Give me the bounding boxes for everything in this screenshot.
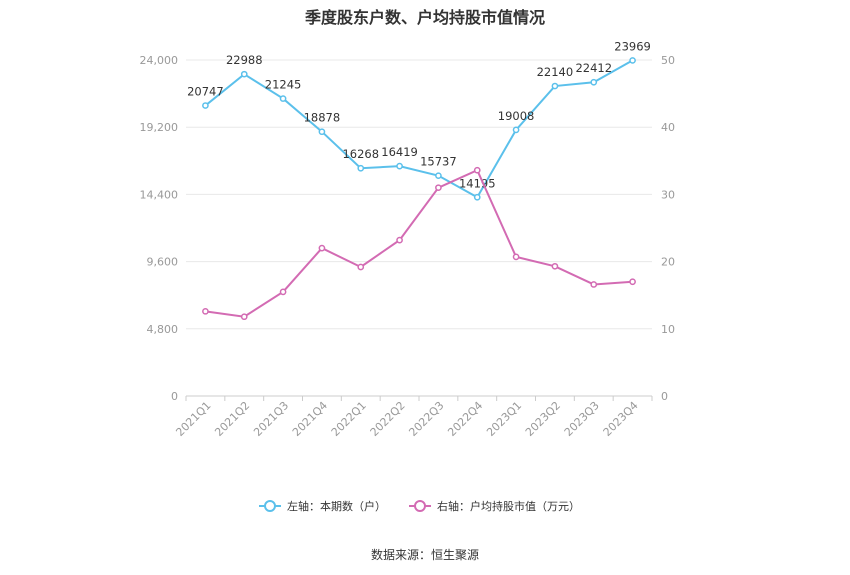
data-label: 22988: [226, 53, 263, 67]
chart-title: 季度股东户数、户均持股市值情况: [304, 8, 545, 27]
x-axis-tick-label: 2022Q4: [445, 399, 485, 439]
data-label: 16419: [381, 145, 418, 159]
left-series-point: [551, 82, 559, 90]
left-axis-tick-label: 0: [171, 390, 178, 403]
left-series-point: [435, 172, 442, 180]
x-axis-tick-label: 2021Q3: [251, 399, 291, 439]
left-series-line: [204, 59, 634, 199]
left-series-point: [202, 102, 209, 109]
data-label: 14195: [459, 176, 496, 190]
right-series-point: [629, 278, 636, 286]
left-axis-tick-label: 4,800: [147, 323, 179, 336]
right-axis-tick-label: 10: [661, 323, 675, 336]
data-label: 20747: [187, 85, 224, 99]
x-axis-tick-label: 2023Q3: [562, 399, 602, 439]
x-axis-tick-label: 2023Q2: [523, 399, 563, 439]
x-axis-tick-label: 2022Q1: [329, 399, 369, 439]
right-series-point: [318, 244, 326, 252]
left-series-point: [318, 128, 326, 136]
right-axis-tick-label: 40: [661, 121, 675, 134]
legend-item-left-series: 左轴：本期数（户）: [259, 499, 386, 513]
right-series-point: [512, 253, 520, 261]
legend-label: 左轴：本期数（户）: [287, 499, 386, 513]
right-series-point: [357, 263, 365, 271]
x-axis-tick-label: 2023Q1: [484, 399, 524, 439]
data-label: 21245: [265, 78, 302, 92]
left-axis-tick-label: 14,400: [140, 188, 179, 201]
legend-label: 右轴：户均持股市值（万元）: [437, 499, 580, 513]
x-axis-tick-label: 2022Q2: [368, 399, 408, 439]
right-series-point: [202, 307, 209, 315]
right-series-point: [240, 313, 248, 321]
left-series-point: [473, 193, 481, 201]
data-label: 18878: [304, 111, 341, 125]
legend-marker-icon: [264, 500, 276, 512]
legend-item-right-series: 右轴：户均持股市值（万元）: [409, 499, 580, 513]
left-series-point: [279, 95, 287, 102]
data-label: 22412: [575, 61, 612, 75]
right-series-point: [473, 166, 481, 174]
left-series-point: [629, 57, 636, 64]
x-axis-tick-label: 2021Q4: [290, 399, 330, 439]
left-series-point: [590, 78, 598, 86]
left-series-point: [512, 126, 520, 134]
x-axis-tick-label: 2023Q4: [601, 399, 641, 439]
right-axis-tick-label: 30: [661, 188, 675, 201]
data-label: 22140: [537, 65, 574, 79]
right-series-point: [551, 262, 559, 270]
left-axis-tick-label: 24,000: [140, 54, 179, 67]
right-series-line: [205, 168, 633, 318]
right-series-point: [435, 184, 442, 192]
data-label: 19008: [498, 109, 535, 123]
data-label: 23969: [614, 39, 651, 53]
right-series-point: [279, 288, 287, 296]
right-series-point: [590, 281, 598, 288]
left-series-point: [357, 164, 365, 172]
right-axis-tick-label: 0: [661, 390, 668, 403]
legend-marker-icon: [414, 500, 426, 512]
right-series-point: [396, 236, 403, 244]
right-axis-tick-label: 20: [661, 256, 675, 269]
left-axis-tick-label: 9,600: [147, 256, 179, 269]
x-axis-tick-label: 2021Q2: [212, 399, 252, 439]
right-axis-tick-label: 50: [661, 54, 675, 67]
data-label: 15737: [420, 155, 457, 169]
left-axis-tick-label: 19,200: [140, 121, 179, 134]
x-axis-tick-label: 2021Q1: [173, 399, 213, 439]
left-series-point: [396, 162, 403, 170]
left-series-point: [240, 70, 248, 78]
data-label: 16268: [342, 147, 379, 161]
x-axis-tick-label: 2022Q3: [406, 399, 446, 439]
data-source: 数据来源：恒生聚源: [370, 548, 479, 562]
